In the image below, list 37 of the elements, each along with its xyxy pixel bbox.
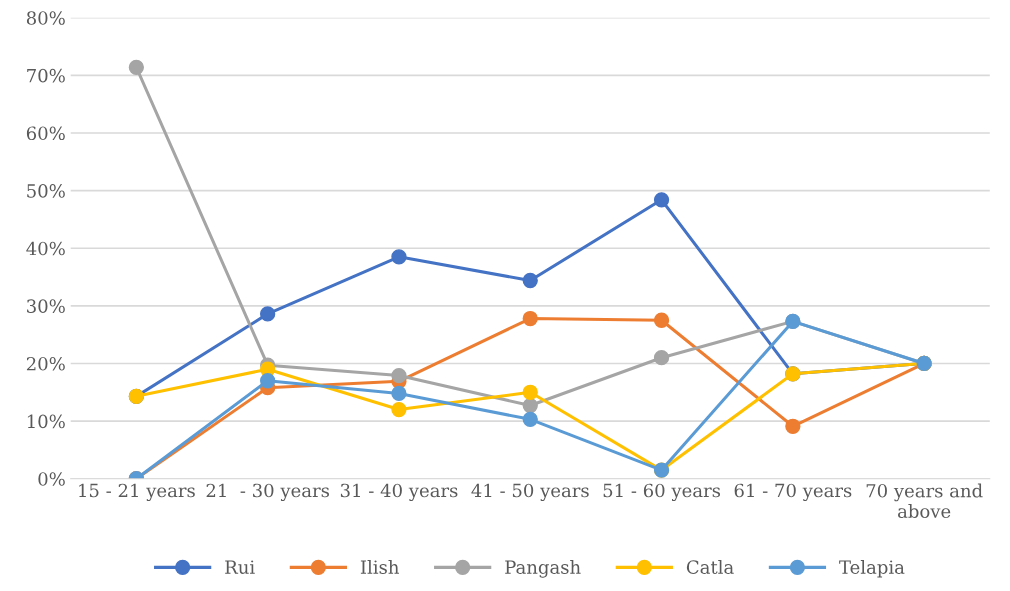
point [128, 59, 144, 75]
y-tick-label: 70% [27, 68, 65, 83]
point [522, 411, 538, 427]
point [391, 367, 407, 384]
point [522, 384, 538, 400]
y-tick-label: 80% [26, 11, 65, 25]
x-tick-label: 41 - 50 years [471, 483, 589, 502]
point [260, 373, 276, 389]
legend-label: Catla [686, 559, 734, 574]
point [522, 272, 538, 289]
y-tick-label: 50% [27, 184, 65, 198]
point [391, 249, 407, 265]
point [653, 350, 670, 366]
point [391, 401, 407, 418]
legend-label: Rui [225, 560, 255, 574]
x-tick-label: 70 years and above [866, 483, 983, 519]
point [653, 192, 670, 208]
y-tick-label: 40% [26, 241, 65, 256]
legend-label: Ilish [360, 559, 399, 574]
point [522, 310, 538, 327]
x-tick-label: 21 - 30 years [206, 483, 329, 502]
x-tick-label: 15 - 21 years [79, 483, 195, 502]
y-tick-label: 30% [27, 299, 65, 313]
point [260, 306, 276, 322]
y-tick-label: 10% [27, 414, 65, 429]
point [391, 385, 407, 402]
x-tick-label: 31 - 40 years [340, 483, 458, 502]
legend-label: Telapia [839, 559, 905, 578]
y-tick-label: 60% [26, 126, 65, 141]
y-tick-label: 0% [38, 472, 65, 486]
x-tick-label: 61 - 70 years [734, 483, 852, 502]
point [653, 312, 670, 328]
point [522, 397, 538, 414]
y-tick-label: 20% [26, 356, 65, 371]
legend-label: Pangash [505, 559, 581, 578]
point [785, 418, 801, 434]
x-tick-label: 51 - 60 years [603, 483, 721, 502]
